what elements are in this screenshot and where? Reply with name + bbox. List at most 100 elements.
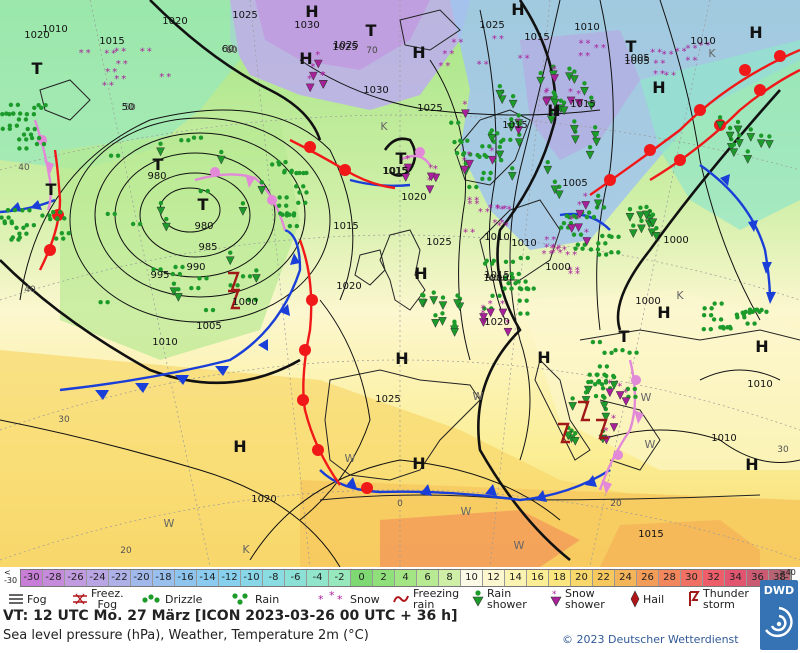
precipitation-symbol <box>180 264 185 270</box>
precipitation-symbol <box>482 261 488 266</box>
precipitation-symbol <box>158 200 164 206</box>
shower-symbol <box>305 83 315 93</box>
snow-symbol: * <box>477 60 482 71</box>
snow-symbol: * <box>467 150 472 161</box>
scale-cell: 0 <box>351 570 373 586</box>
shower-symbol <box>543 165 553 175</box>
shower-symbol <box>566 96 576 106</box>
precipitation-symbol <box>467 184 472 190</box>
shower-symbol <box>585 150 595 160</box>
precipitation-symbol <box>112 211 117 217</box>
precipitation-symbol <box>561 100 567 105</box>
precipitation-symbol <box>497 144 503 150</box>
precipitation-symbol <box>588 247 594 252</box>
precipitation-symbol <box>549 109 554 114</box>
precipitation-symbol <box>575 242 581 247</box>
snow-symbol: * <box>541 249 546 260</box>
precipitation-symbol <box>712 301 717 306</box>
snow-symbol: * <box>121 46 126 57</box>
shower-symbol <box>461 109 470 119</box>
precipitation-symbol <box>259 180 265 185</box>
snow-shower-symbols: *********************************** <box>305 50 631 445</box>
precipitation-symbol <box>204 276 209 281</box>
precipitation-symbol <box>731 142 737 147</box>
shower-symbol <box>508 99 518 109</box>
scale-cell: -10 <box>241 570 263 586</box>
precipitation-symbol <box>9 220 15 226</box>
precipitation-symbol <box>484 154 489 159</box>
snow-symbol: * <box>685 43 690 54</box>
legend-hail: Hail <box>630 587 664 611</box>
isobar-label: 1025 <box>232 10 257 21</box>
snow-symbol: * <box>79 48 84 59</box>
precipitation-symbol <box>638 205 643 210</box>
precipitation-symbol <box>171 281 177 286</box>
precipitation-symbol <box>516 113 521 118</box>
shower-symbol <box>460 165 470 175</box>
snow-symbol: * <box>660 69 665 80</box>
lat-label: 20 <box>120 546 132 556</box>
snow-symbol: * <box>449 49 454 60</box>
rain-icon <box>232 593 248 605</box>
precipitation-symbol <box>567 215 572 220</box>
precipitation-symbol <box>480 144 485 149</box>
precipitation-symbol <box>304 170 309 176</box>
snow-symbol: * <box>569 215 574 226</box>
snow-symbol: * <box>489 146 494 157</box>
snow-symbol: * <box>102 81 107 92</box>
snow-symbol: * <box>310 62 315 73</box>
scale-cell: 32 <box>703 570 725 586</box>
precipitation-symbol <box>177 271 183 277</box>
snow-symbol: * <box>488 299 493 310</box>
precipitation-symbol <box>592 382 598 387</box>
precipitation-symbol <box>595 193 601 199</box>
shower-symbol <box>546 115 556 125</box>
snow-symbol: * <box>685 55 690 66</box>
precipitation-symbol <box>600 386 606 391</box>
shower-symbol <box>574 98 584 108</box>
precipitation-symbol <box>718 325 723 330</box>
shower-symbol <box>514 138 524 148</box>
precipitation-symbol <box>41 141 47 147</box>
isobar-label: 1015 <box>99 36 124 47</box>
snow-shower-icon: * <box>550 590 562 607</box>
precipitation-symbol <box>235 283 240 288</box>
shower-symbol <box>648 218 658 228</box>
cold-front-triangles <box>10 174 776 502</box>
fog-icon <box>9 594 23 604</box>
precipitation-symbol <box>440 295 446 300</box>
snow-symbol: * <box>544 235 549 246</box>
legend-snow-label: Snow <box>350 592 380 606</box>
latitude-labels: 70 60 50 40 30 20 0 20 30 40 60 70 <box>18 45 789 556</box>
precipitation-symbol <box>509 286 514 291</box>
lat-label: 20 <box>610 499 622 509</box>
snow-symbol: * <box>698 40 703 51</box>
snow-symbol: * <box>114 46 119 57</box>
temperature-scale: -30 -28 -26 -24 -22 -20 -18 -16 -14 -12 -10 -8 -6 -4-… <box>20 569 792 587</box>
snow-symbol: * <box>544 87 549 98</box>
precipitation-symbol <box>570 396 575 401</box>
precipitation-symbol <box>277 195 282 200</box>
shower-symbol <box>417 298 427 308</box>
svg-text:*: * <box>552 590 557 600</box>
precipitation-symbol <box>29 135 35 141</box>
precipitation-symbol <box>176 287 181 292</box>
precipitation-symbol <box>725 325 730 330</box>
high-pressure-label: H <box>299 49 312 68</box>
snow-symbol: * <box>442 49 447 60</box>
precipitation-symbol <box>34 141 40 147</box>
precipitation-symbol <box>40 213 45 218</box>
precipitation-symbol <box>57 209 63 215</box>
shower-symbol <box>403 163 413 173</box>
precipitation-symbol <box>228 283 233 288</box>
isobar-label: 1020 <box>484 317 509 328</box>
shower-symbol <box>438 317 447 326</box>
snow-symbol: * <box>551 243 556 254</box>
snow-symbol: * <box>607 379 612 390</box>
isobars <box>0 0 800 567</box>
low-pressure-label: T <box>396 149 407 168</box>
snow-symbol: * <box>320 70 325 81</box>
isobar-label: 1020 <box>162 16 187 27</box>
isobar-label: 1000 <box>635 296 660 307</box>
precipitation-symbol <box>711 317 717 322</box>
